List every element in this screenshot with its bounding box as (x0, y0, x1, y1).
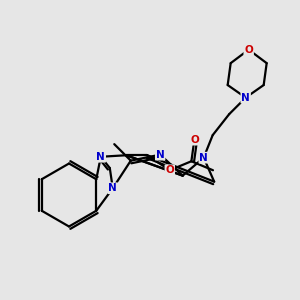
Text: N: N (199, 153, 208, 163)
Text: O: O (244, 45, 253, 55)
Text: O: O (190, 135, 199, 145)
Text: N: N (156, 150, 165, 160)
Text: N: N (241, 93, 250, 103)
Text: N: N (96, 152, 105, 162)
Text: O: O (165, 165, 174, 175)
Text: N: N (108, 183, 117, 193)
